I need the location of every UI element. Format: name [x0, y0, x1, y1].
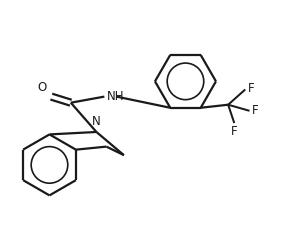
- Text: N: N: [92, 115, 101, 128]
- Text: F: F: [231, 125, 238, 138]
- Text: O: O: [38, 81, 47, 94]
- Text: F: F: [252, 104, 259, 117]
- Text: NH: NH: [107, 90, 124, 103]
- Text: F: F: [248, 82, 254, 95]
